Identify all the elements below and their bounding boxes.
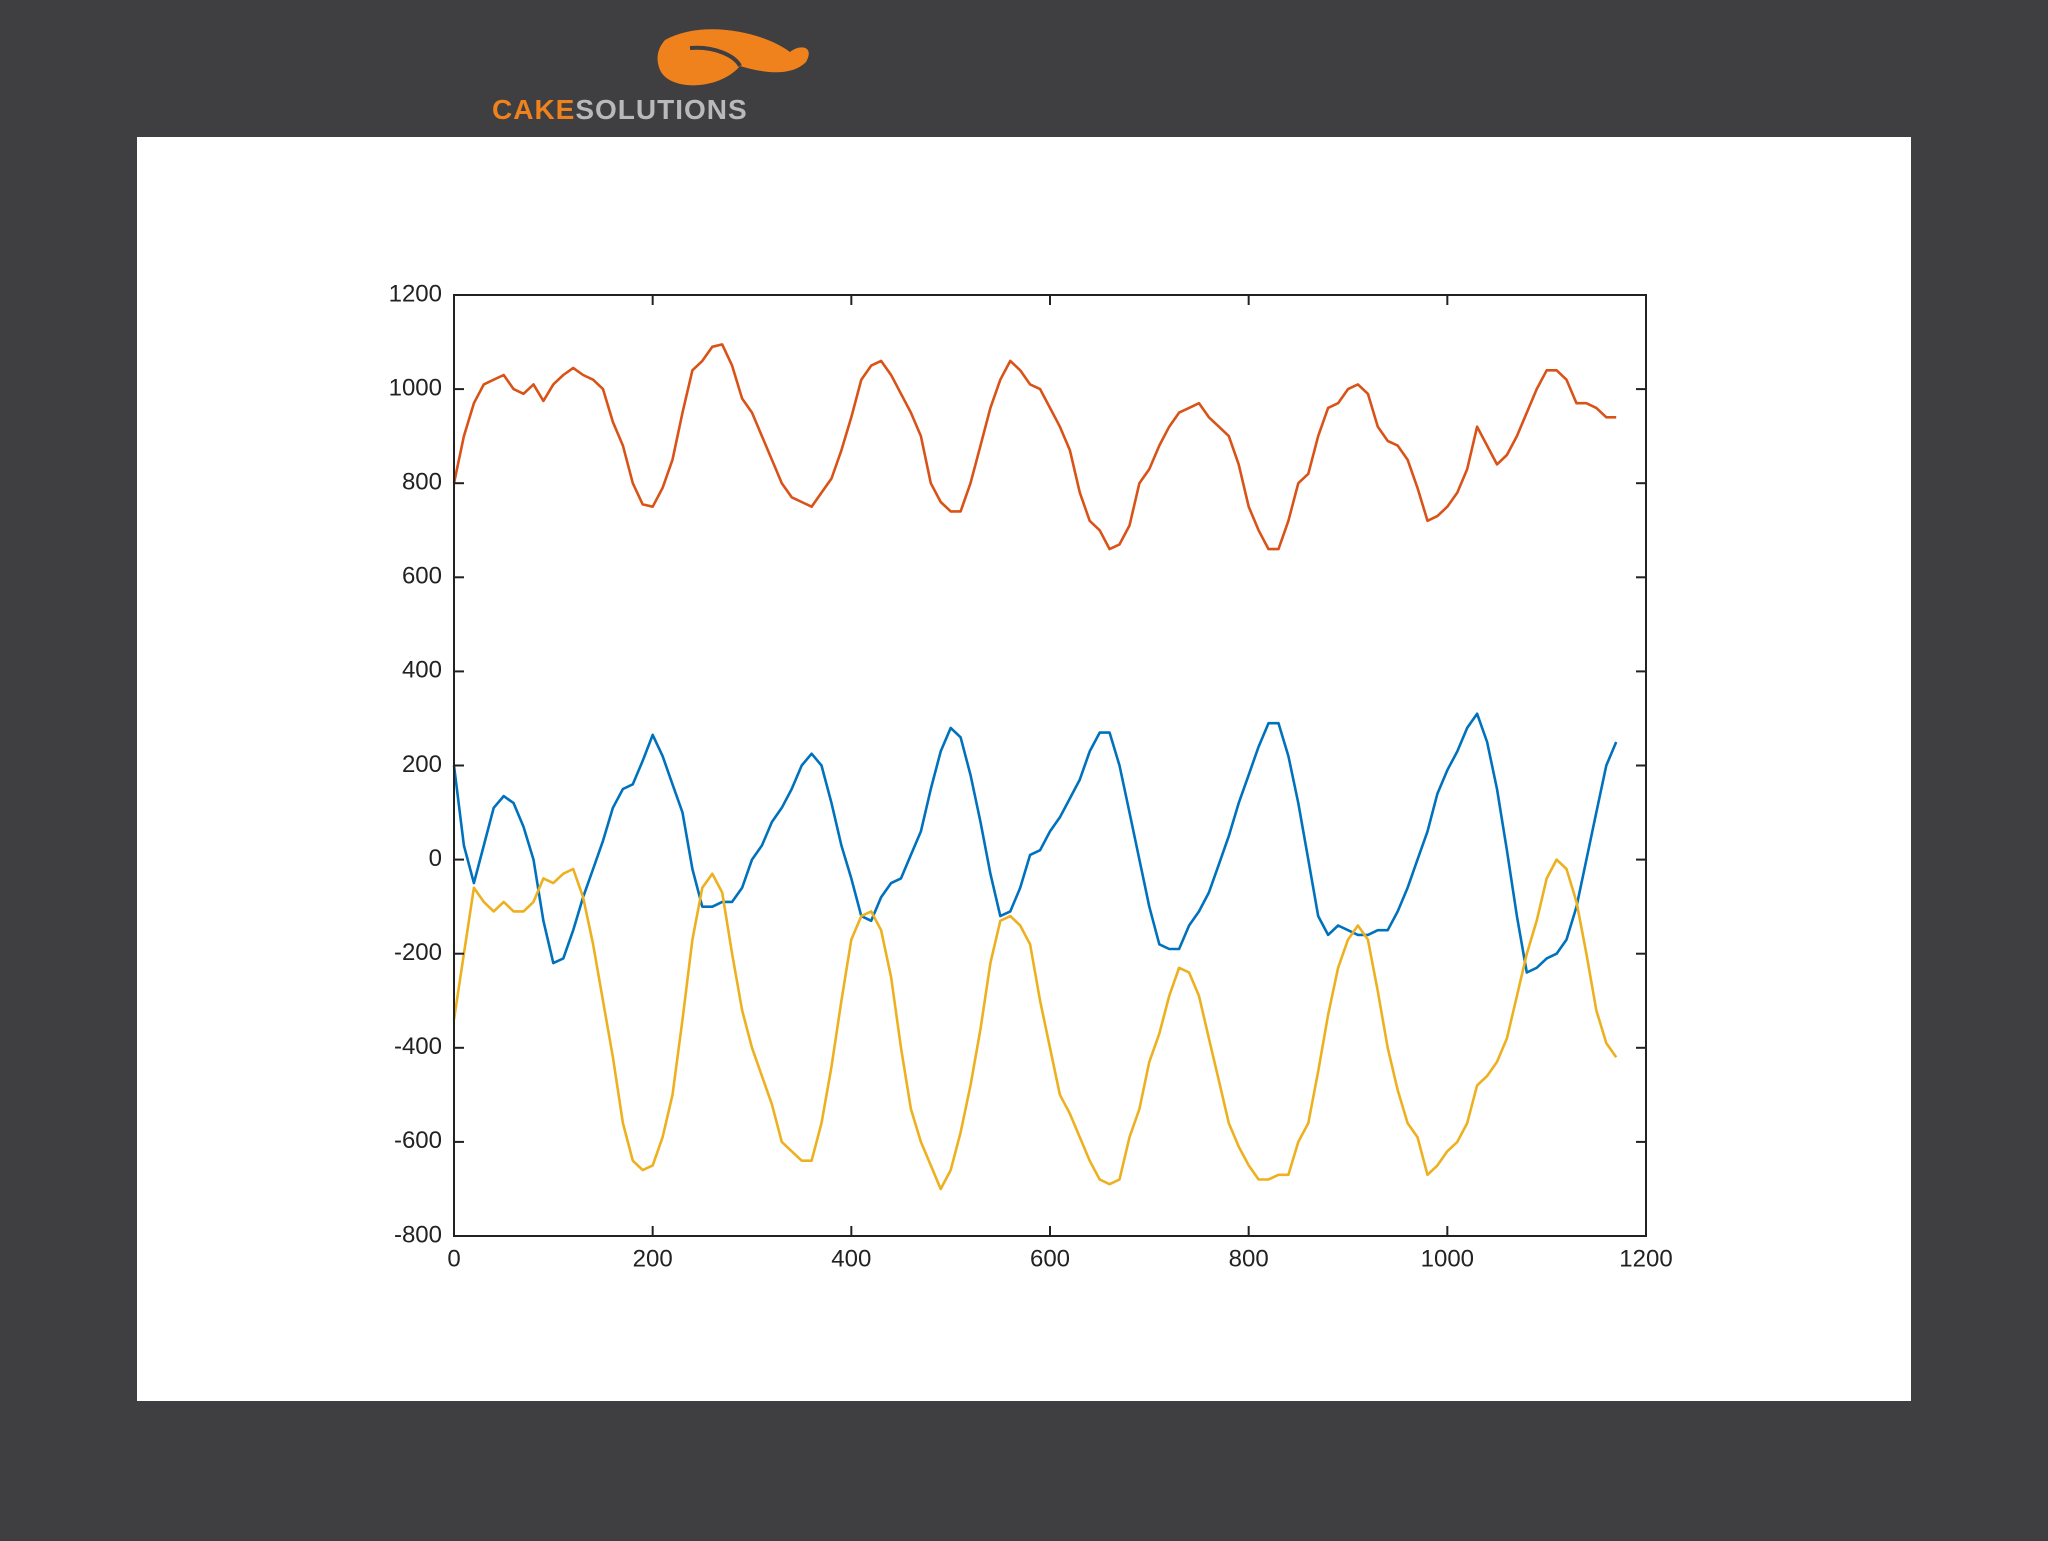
y-tick-label: 200 xyxy=(402,751,442,778)
logo-solutions: SOLUTIONS xyxy=(575,94,747,125)
y-tick-label: 1000 xyxy=(389,374,442,401)
y-tick-label: -200 xyxy=(394,939,442,966)
x-tick-label: 1000 xyxy=(1421,1245,1474,1272)
y-tick-label: 600 xyxy=(402,563,442,590)
x-tick-label: 200 xyxy=(633,1245,673,1272)
data-line xyxy=(452,858,1618,1191)
x-tick-label: 1200 xyxy=(1619,1245,1672,1272)
y-tick-label: 400 xyxy=(402,657,442,684)
x-tick-label: 800 xyxy=(1229,1245,1269,1272)
y-tick-label: -400 xyxy=(394,1033,442,1060)
y-tick-label: -800 xyxy=(394,1221,442,1248)
y-tick-label: -600 xyxy=(394,1127,442,1154)
logo: CAKESOLUTIONS xyxy=(492,29,809,125)
data-line xyxy=(452,343,1617,551)
x-tick-label: 600 xyxy=(1030,1245,1070,1272)
data-line xyxy=(452,712,1618,974)
y-tick-label: 1200 xyxy=(389,280,442,307)
logo-text: CAKESOLUTIONS xyxy=(492,94,748,125)
y-tick-label: 800 xyxy=(402,469,442,496)
x-tick-label: 400 xyxy=(831,1245,871,1272)
logo-cake: CAKE xyxy=(492,94,575,125)
y-tick-label: 0 xyxy=(429,845,442,872)
x-tick-label: 0 xyxy=(447,1245,460,1272)
panel xyxy=(137,137,1911,1401)
logo-fold xyxy=(689,45,742,68)
